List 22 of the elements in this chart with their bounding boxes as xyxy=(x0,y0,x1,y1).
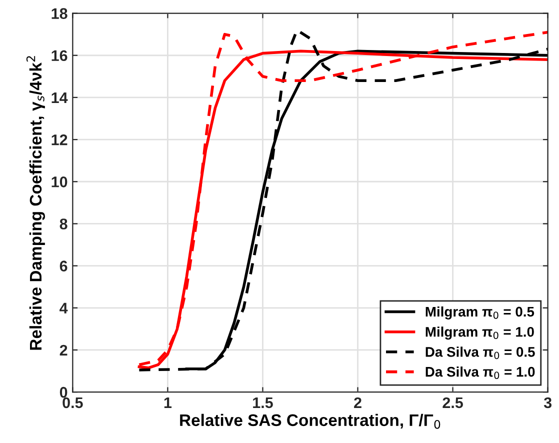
y-axis-title: Relative Damping Coefficient, γ$_{s}$/4νk$^{2}$ xyxy=(26,56,45,350)
y-tick-label: 18 xyxy=(52,8,68,19)
x-tick-label: 2 xyxy=(354,397,362,408)
x-tick-label: 1 xyxy=(164,397,172,408)
y-tick-label: 0 xyxy=(60,386,68,398)
y-tick-label: 14 xyxy=(52,92,68,103)
legend-label: Milgram π$_{0}$ = 0.5 xyxy=(426,306,534,320)
y-tick-label: 10 xyxy=(52,176,68,188)
y-tick-label: 12 xyxy=(52,134,68,146)
y-tick-label: 2 xyxy=(60,344,68,356)
legend-label: Da Silva π$_{0}$ = 0.5 xyxy=(426,346,535,360)
x-tick-label: 1.5 xyxy=(253,397,273,408)
y-tick-label: 16 xyxy=(52,50,68,62)
legend-label: Milgram π$_{0}$ = 1.0 xyxy=(426,326,534,340)
x-axis-title: Relative SAS Concentration, Γ/Γ$_{0}$ xyxy=(180,414,440,429)
y-tick-label: 6 xyxy=(60,260,68,272)
x-tick-label: 0.5 xyxy=(62,397,83,408)
y-tick-label: 4 xyxy=(60,302,68,314)
legend-label: Da Silva π$_{0}$ = 1.0 xyxy=(426,366,535,380)
y-tick-label: 8 xyxy=(60,218,68,230)
x-tick-label: 3 xyxy=(544,397,552,408)
x-tick-label: 2.5 xyxy=(442,397,463,408)
